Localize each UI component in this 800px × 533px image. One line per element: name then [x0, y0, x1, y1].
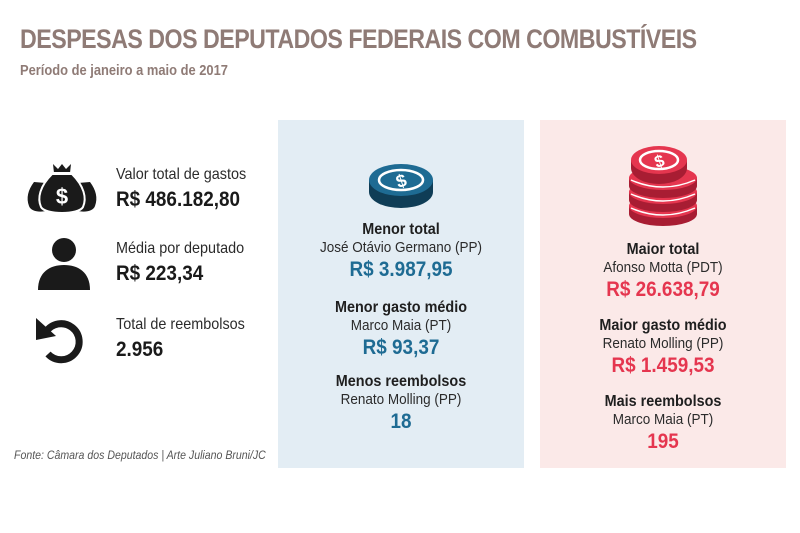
entry-value: 195 — [647, 430, 679, 453]
entry-name: Renato Molling (PP) — [602, 335, 724, 352]
stat-value: 2.956 — [116, 338, 164, 361]
entry-label: Maior total — [626, 241, 700, 258]
stat-total-refunds: Total de reembolsos 2.956 — [0, 310, 270, 370]
entry-label: Menos reembolsos — [335, 373, 467, 390]
highest-total-entry: Maior total Afonso Motta (PDT) R$ 26.638… — [540, 240, 786, 303]
stat-label: Total de reembolsos — [116, 316, 245, 333]
highest-average-entry: Maior gasto médio Renato Molling (PP) R$… — [540, 316, 786, 379]
entry-value: R$ 26.638,79 — [606, 278, 720, 301]
entry-name: Marco Maia (PT) — [350, 317, 452, 334]
stat-value: R$ 223,34 — [116, 262, 204, 285]
stat-total-spending: $ Valor total de gastos R$ 486.182,80 — [0, 160, 270, 220]
entry-label: Menor total — [362, 221, 440, 238]
stat-label: Média por deputado — [116, 240, 245, 257]
stat-average-per-deputy: Média por deputado R$ 223,34 — [0, 234, 270, 294]
entry-name: Afonso Motta (PDT) — [603, 259, 723, 276]
lowest-refunds-entry: Menos reembolsos Renato Molling (PP) 18 — [278, 372, 524, 435]
source-credit: Fonte: Câmara dos Deputados | Arte Julia… — [14, 448, 266, 462]
refund-arrow-icon — [22, 310, 102, 370]
stat-label: Valor total de gastos — [116, 166, 247, 183]
entry-value: R$ 93,37 — [362, 336, 440, 359]
entry-value: R$ 1.459,53 — [611, 354, 715, 377]
entry-name: Marco Maia (PT) — [612, 411, 714, 428]
entry-name: José Otávio Germano (PP) — [319, 239, 483, 256]
money-bags-icon: $ — [22, 160, 102, 220]
entry-label: Mais reembolsos — [604, 393, 722, 410]
svg-text:$: $ — [56, 184, 68, 209]
highest-panel: $ Maior total Afonso Motta (PDT) R$ 26.6… — [540, 120, 786, 468]
page-title: DESPESAS DOS DEPUTADOS FEDERAIS COM COMB… — [20, 24, 697, 54]
lowest-panel: $ Menor total José Otávio Germano (PP) R… — [278, 120, 524, 468]
highest-refunds-entry: Mais reembolsos Marco Maia (PT) 195 — [540, 392, 786, 455]
entry-value: R$ 3.987,95 — [349, 258, 453, 281]
entry-label: Maior gasto médio — [599, 317, 727, 334]
entry-name: Renato Molling (PP) — [340, 391, 462, 408]
entry-label: Menor gasto médio — [334, 299, 468, 316]
lowest-average-entry: Menor gasto médio Marco Maia (PT) R$ 93,… — [278, 298, 524, 361]
person-icon — [22, 234, 102, 294]
stat-value: R$ 486.182,80 — [116, 188, 241, 211]
page-subtitle: Período de janeiro a maio de 2017 — [20, 62, 228, 79]
entry-value: 18 — [390, 410, 412, 433]
single-coin-icon: $ — [365, 162, 437, 212]
coin-stack-icon: $ — [623, 144, 703, 228]
lowest-total-entry: Menor total José Otávio Germano (PP) R$ … — [278, 220, 524, 283]
